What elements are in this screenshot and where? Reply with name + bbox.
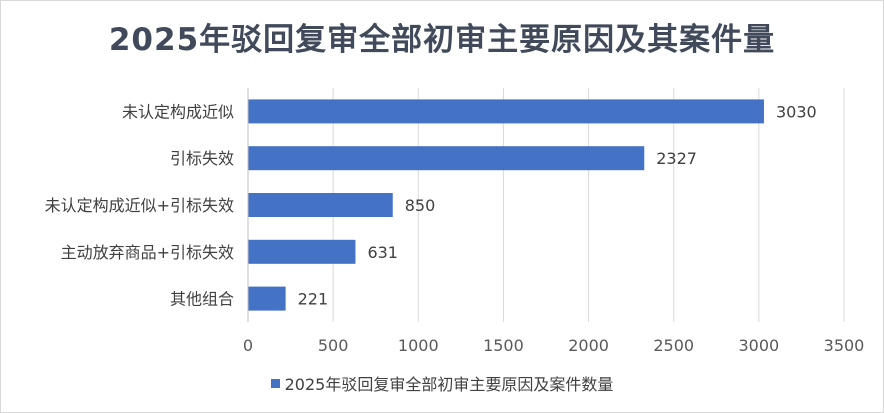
x-tick-label: 3500 [824, 336, 865, 355]
data-label: 2327 [656, 149, 697, 168]
legend: 2025年驳回复审全部初审主要原因及案件数量 [0, 371, 884, 395]
category-label: 其他组合 [170, 290, 234, 309]
category-label: 未认定构成近似+引标失效 [45, 196, 234, 215]
legend-swatch [270, 379, 280, 388]
x-tick-label: 0 [243, 336, 253, 355]
data-label: 3030 [776, 102, 817, 121]
bar [248, 239, 356, 264]
data-label: 631 [367, 243, 398, 262]
x-tick-label: 2500 [653, 336, 694, 355]
x-tick-label: 1500 [483, 336, 524, 355]
chart-title: 2025年驳回复审全部初审主要原因及其案件量 [108, 22, 776, 58]
bar [248, 146, 645, 171]
x-tick-label: 500 [318, 336, 349, 355]
x-tick-label: 1000 [398, 336, 439, 355]
bar [248, 99, 764, 124]
category-label: 未认定构成近似 [122, 102, 234, 121]
category-label: 主动放弃商品+引标失效 [61, 243, 234, 262]
category-label: 引标失效 [170, 149, 234, 168]
data-label: 221 [298, 290, 329, 309]
x-tick-label: 2000 [568, 336, 609, 355]
bar [248, 193, 393, 217]
legend-label: 2025年驳回复审全部初审主要原因及案件数量 [284, 375, 614, 394]
data-label: 850 [405, 196, 436, 215]
bar [248, 286, 286, 311]
x-tick-label: 3000 [738, 336, 779, 355]
